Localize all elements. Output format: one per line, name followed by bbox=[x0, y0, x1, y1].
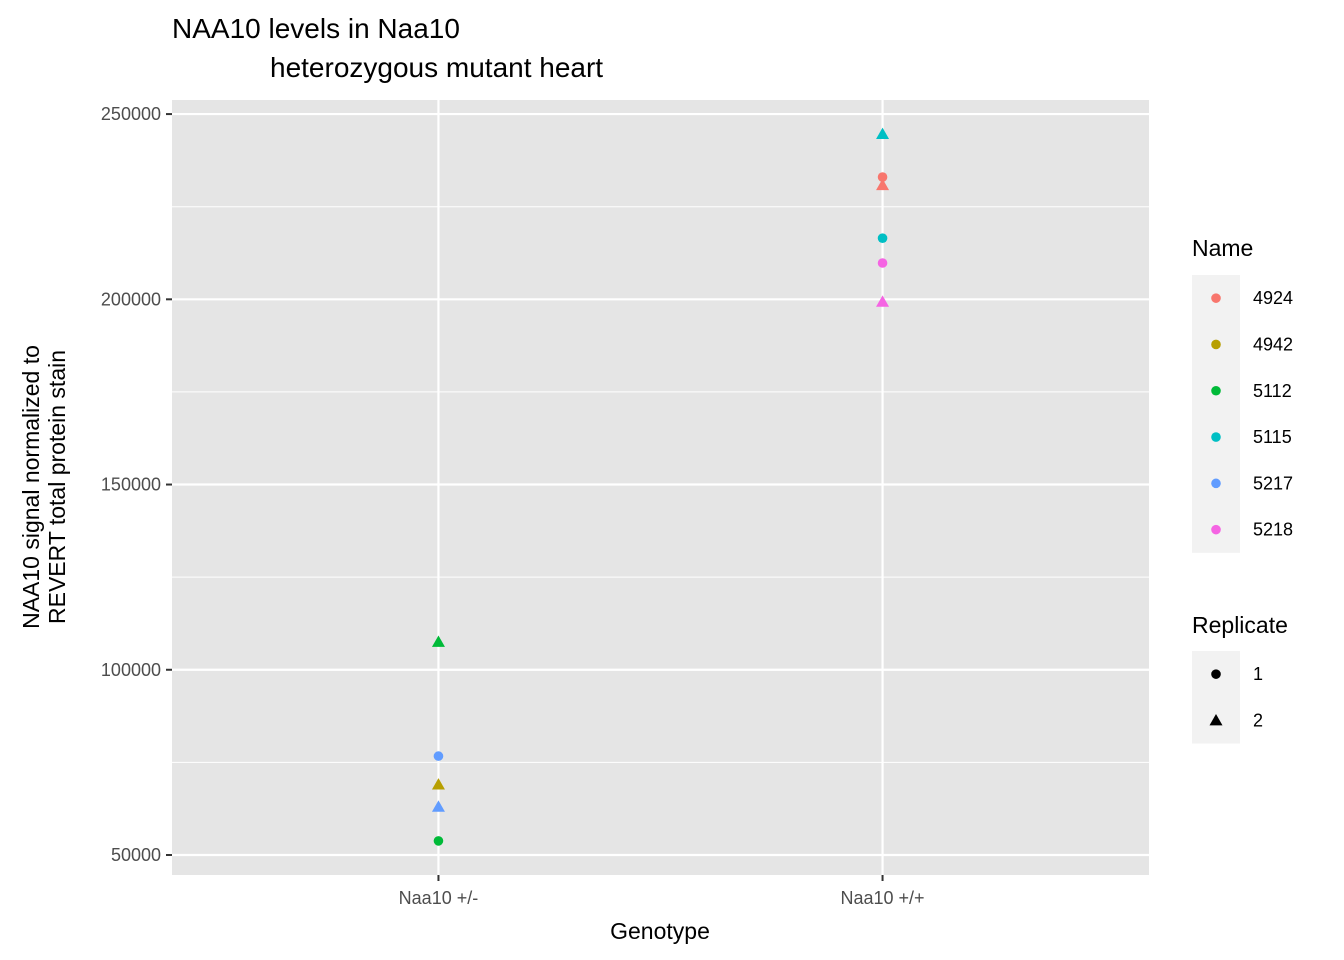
triangle-point bbox=[876, 295, 890, 307]
circle-point bbox=[877, 258, 888, 268]
x-tick-label: Naa10 +/- bbox=[399, 888, 479, 908]
y-tick-label: 150000 bbox=[101, 475, 161, 495]
legend-label: 2 bbox=[1253, 710, 1263, 730]
legend-label: 4942 bbox=[1253, 334, 1293, 354]
legend-key bbox=[1211, 669, 1221, 679]
legend-key bbox=[1211, 524, 1221, 535]
x-axis-label: Genotype bbox=[610, 918, 710, 944]
legend-key bbox=[1209, 713, 1223, 726]
legend: Name 4924 4942 5112 5115 5217 5218 Replicate 1 2 bbox=[1192, 235, 1293, 744]
legend-label: 5115 bbox=[1253, 427, 1292, 447]
triangle-point bbox=[431, 800, 445, 812]
circle-point bbox=[433, 751, 444, 761]
legend-label: 5218 bbox=[1253, 520, 1293, 540]
circle-point bbox=[877, 233, 888, 243]
y-tick-label: 50000 bbox=[111, 845, 161, 865]
legend-label: 4924 bbox=[1253, 288, 1293, 308]
legend-key bbox=[1211, 293, 1221, 303]
chart-title: NAA10 levels in Naa10 bbox=[172, 13, 460, 44]
chart-title: heterozygous mutant heart bbox=[270, 52, 603, 83]
triangle-point bbox=[431, 778, 445, 790]
plot-panel bbox=[172, 100, 1149, 875]
y-axis-label: NAA10 signal normalized to REVERT total … bbox=[18, 345, 70, 629]
y-tick-label: 250000 bbox=[101, 104, 161, 124]
triangle-point bbox=[431, 635, 445, 647]
legend-key bbox=[1211, 339, 1221, 350]
y-axis-label-line: REVERT total protein stain bbox=[44, 350, 70, 624]
legend-key-background bbox=[1192, 651, 1240, 744]
grid bbox=[172, 100, 1149, 875]
triangle-point bbox=[876, 127, 890, 139]
legend-key-background bbox=[1192, 275, 1240, 553]
marks bbox=[431, 127, 890, 846]
legend-label: 5112 bbox=[1253, 381, 1292, 401]
y-tick-label: 100000 bbox=[101, 660, 161, 680]
y-tick-label: 200000 bbox=[101, 289, 161, 309]
triangle-point bbox=[876, 178, 890, 191]
x-tick-label: Naa10 +/+ bbox=[841, 888, 925, 908]
legend-key bbox=[1211, 432, 1221, 442]
legend-key bbox=[1211, 385, 1221, 396]
y-axis-label-line: NAA10 signal normalized to bbox=[18, 345, 44, 629]
circle-point bbox=[877, 172, 888, 182]
circle-point bbox=[433, 836, 444, 846]
legend-label: 1 bbox=[1253, 664, 1263, 684]
legend-label: 5217 bbox=[1253, 473, 1293, 493]
legend-title: Name bbox=[1192, 235, 1253, 261]
legend-key bbox=[1211, 478, 1221, 489]
legend-title: Replicate bbox=[1192, 612, 1288, 638]
